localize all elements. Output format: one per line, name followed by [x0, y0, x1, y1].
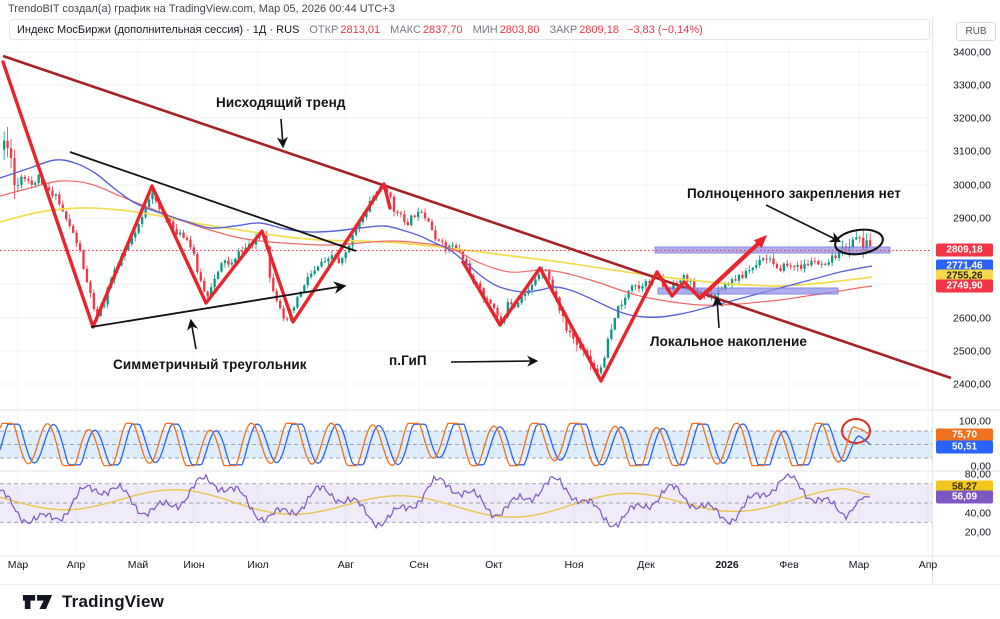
ma-blue: [0, 159, 873, 318]
open-value: 2813,01: [340, 23, 381, 36]
time-tick: Фев: [779, 559, 799, 571]
low-value: 2803,80: [499, 23, 540, 36]
time-axis-ticks: Мар Апр Май Июн Июл Авг Сен Окт Ноя Дек 2026 Фев Мар…: [8, 559, 938, 571]
high-label: МАКС: [390, 23, 421, 36]
high-value: 2837,70: [422, 23, 463, 36]
open-label: ОТКР: [309, 23, 339, 36]
time-tick: Май: [128, 559, 149, 571]
time-tick: Сен: [409, 559, 428, 571]
price-tick: 3300,00: [953, 80, 991, 92]
stoch-k-line: [0, 422, 871, 467]
symbol-title: Индекс МосБиржи (дополнительная сессия) …: [17, 23, 300, 36]
attribution-bar: TrendoBIT создал(а) график на TradingVie…: [0, 0, 1000, 18]
low-label: МИН: [472, 23, 498, 36]
triangle-lines: [69, 151, 357, 328]
time-tick: 2026: [715, 559, 739, 571]
time-axis[interactable]: [0, 556, 934, 580]
currency-button[interactable]: RUB: [956, 22, 996, 41]
price-tick: 3000,00: [953, 180, 991, 192]
time-tick: Мар: [8, 559, 29, 571]
time-tick: Июл: [247, 559, 268, 571]
moving-averages: [0, 159, 873, 318]
time-tick: Авг: [338, 559, 355, 571]
price-tick: 80,00: [965, 469, 991, 481]
logo-bar: TradingView: [0, 585, 1000, 619]
price-tick: 2400,00: [953, 379, 991, 391]
change-value: −3,83 (−0,14%): [626, 23, 703, 36]
price-tick: 3100,00: [953, 146, 991, 158]
stoch-highlight-circle: [841, 418, 871, 444]
oscillator-lines: [0, 422, 871, 530]
price-tick: 3200,00: [953, 113, 991, 125]
time-tick: Мар: [849, 559, 870, 571]
price-tick: 100,00: [959, 416, 991, 428]
tradingview-logo-icon[interactable]: [22, 593, 54, 611]
breakout-arrow: [697, 239, 763, 301]
price-tick: 40,00: [965, 508, 991, 520]
tradingview-logo-text[interactable]: TradingView: [62, 592, 165, 611]
close-label: ЗАКР: [549, 23, 578, 36]
price-tick: 3400,00: [953, 47, 991, 59]
close-value: 2809,18: [579, 23, 619, 36]
price-axis[interactable]: [934, 18, 1000, 556]
price-tick: 2900,00: [953, 213, 991, 225]
time-tick: Дек: [637, 559, 655, 571]
chart-legend: Индекс МосБиржи (дополнительная сессия) …: [9, 19, 930, 40]
zigzag-pattern: [1, 60, 767, 383]
highlight-ellipse: [834, 228, 884, 256]
osc2-signal-line: [0, 487, 871, 518]
ma-yellow: [0, 207, 873, 287]
time-tick: Ноя: [564, 559, 583, 571]
price-tick: 20,00: [965, 527, 991, 539]
price-tick: 0,00: [971, 461, 992, 473]
time-tick: Апр: [67, 559, 86, 571]
price-axis-ticks: 3400,00 3300,00 3200,00 3100,00 3000,00 2900,…: [953, 47, 991, 539]
downtrend-line: [2, 54, 952, 380]
time-tick: Окт: [485, 559, 503, 571]
time-tick: Апр: [919, 559, 938, 571]
price-tick: 2500,00: [953, 346, 991, 358]
time-tick: Июн: [183, 559, 204, 571]
attribution-text: TrendoBIT создал(а) график на TradingVie…: [8, 3, 395, 15]
osc2-main-line: [0, 473, 871, 530]
price-tick: 2600,00: [953, 313, 991, 325]
stoch-d-line: [0, 423, 871, 466]
annotation-arrows: [187, 118, 842, 367]
